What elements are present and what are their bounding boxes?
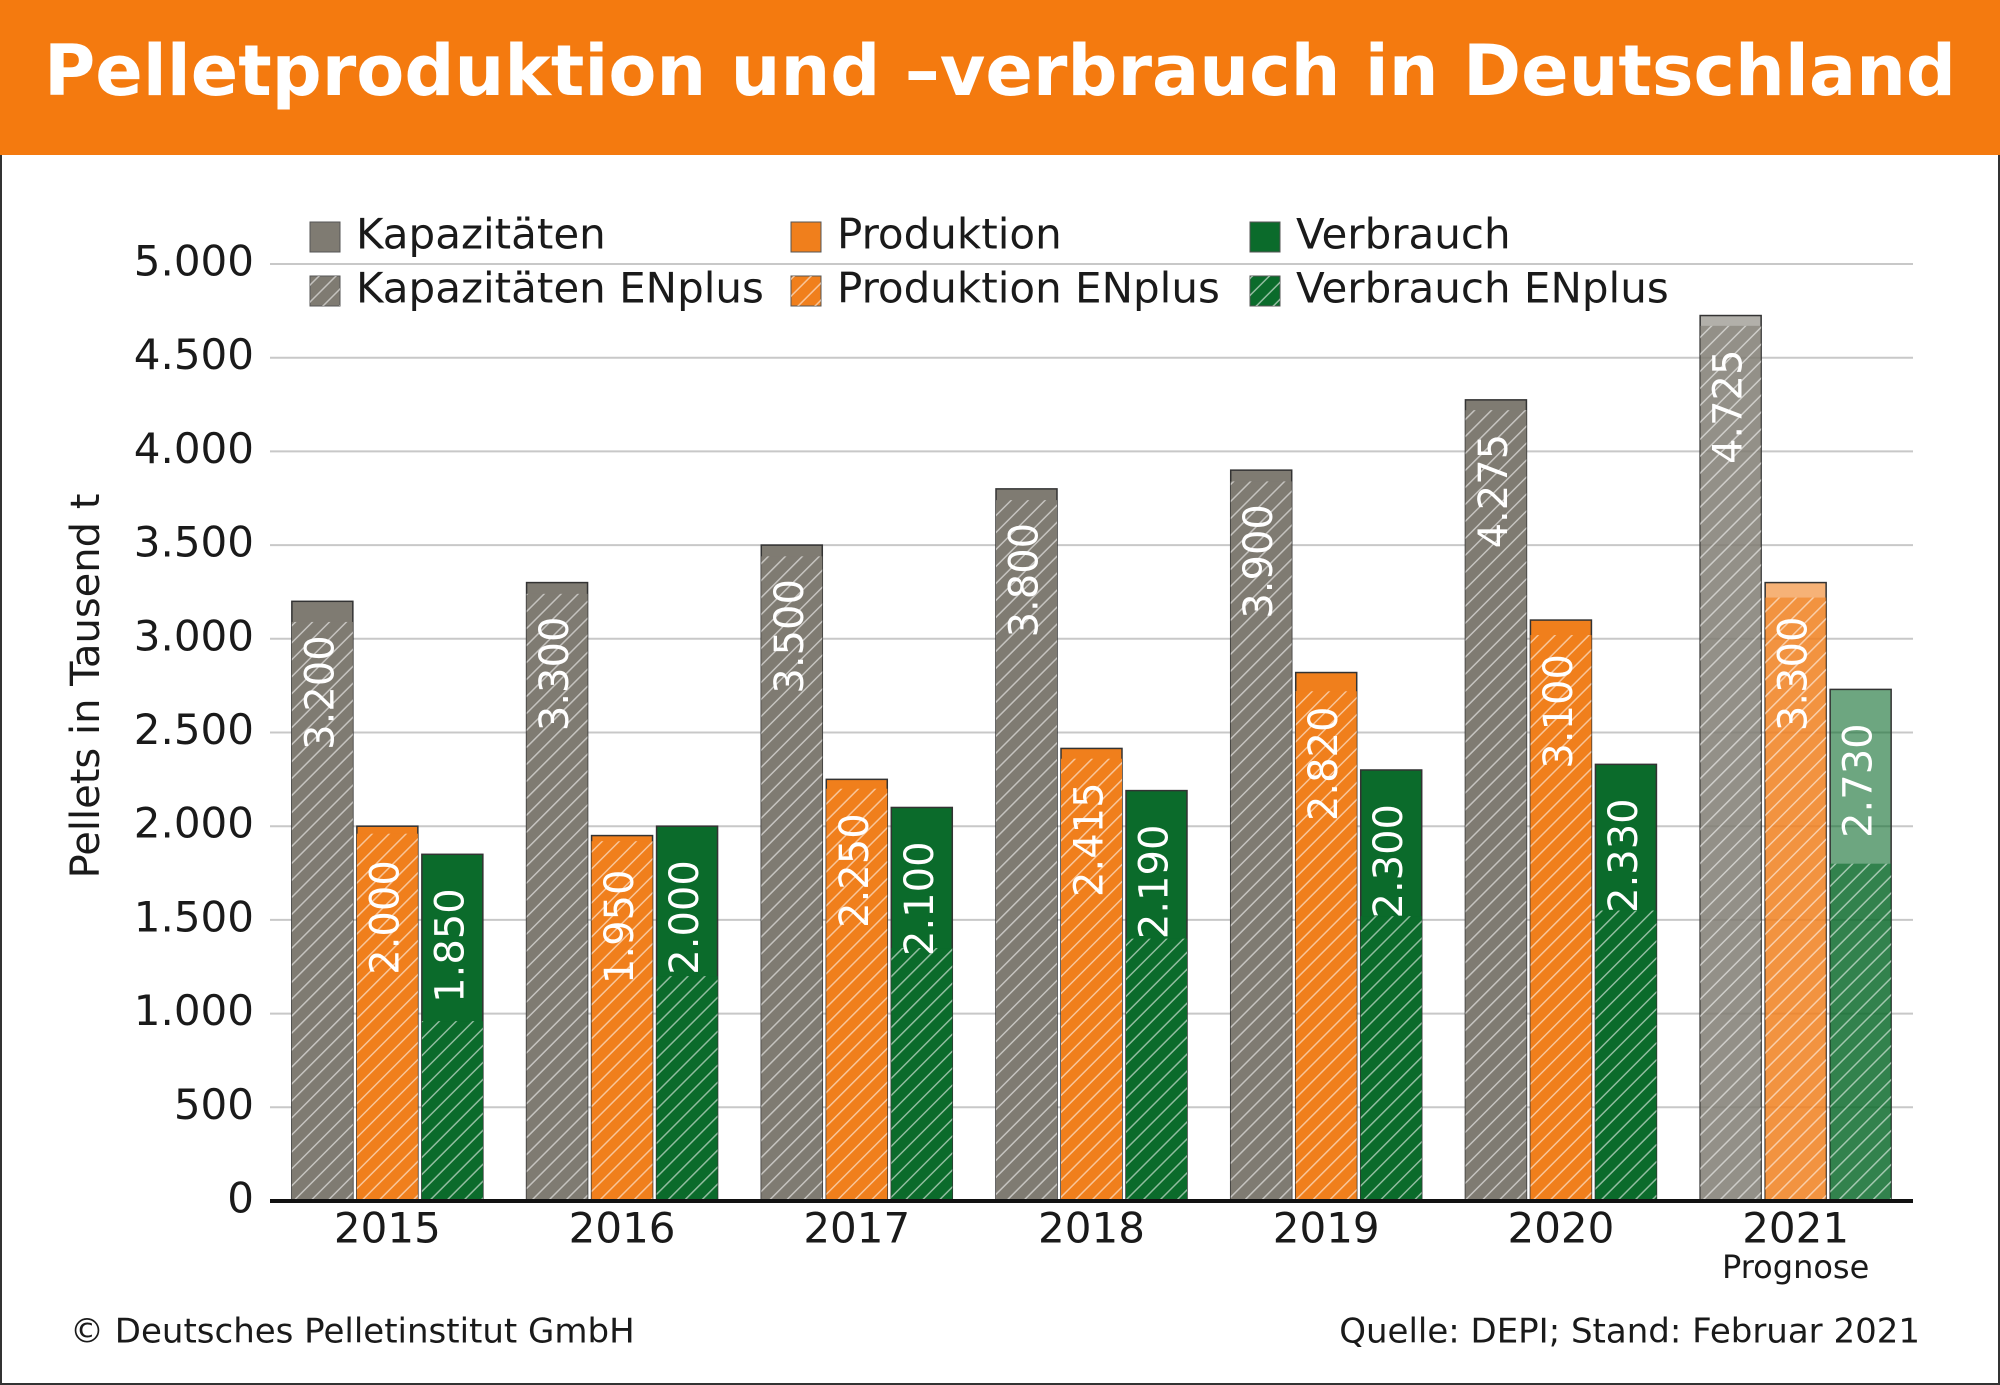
y-tick-label: 5.000: [134, 237, 254, 286]
value-label: 1.850: [427, 888, 473, 1003]
y-tick-label: 4.500: [134, 330, 254, 379]
legend-label: Verbrauch: [1296, 210, 1511, 259]
y-tick-label: 2.000: [134, 799, 254, 848]
bar-hatch: [1465, 410, 1527, 1201]
bar-hatch: [1765, 597, 1827, 1201]
bar-hatch: [996, 500, 1057, 1201]
bar-hatch: [1061, 758, 1122, 1201]
x-tick-label: 2021: [1742, 1204, 1849, 1253]
legend-label: Produktion ENplus: [837, 264, 1220, 313]
value-label: 2.000: [662, 860, 708, 975]
x-tick-label: 2019: [1273, 1204, 1380, 1253]
bar-hatch: [1230, 481, 1292, 1201]
legend-hatch: [1250, 276, 1280, 306]
legend-hatch: [791, 276, 821, 306]
legend-swatch: [309, 221, 341, 253]
bar-hatch: [1126, 938, 1187, 1201]
legend-label: Verbrauch ENplus: [1296, 264, 1669, 313]
value-label: 2.300: [1366, 804, 1412, 919]
bar-hatch: [1700, 325, 1762, 1201]
x-tick-label: 2020: [1507, 1204, 1614, 1253]
chart-title: Pelletproduktion und –verbrauch in Deuts…: [44, 30, 1956, 112]
header-band: [0, 0, 2000, 155]
bar-hatch: [1360, 916, 1422, 1201]
value-label: 2.730: [1836, 723, 1882, 838]
value-label: 3.300: [532, 617, 578, 732]
bar-hatch: [1595, 910, 1657, 1201]
x-tick-label: 2016: [569, 1204, 676, 1253]
value-label: 3.800: [1002, 523, 1048, 638]
y-tick-label: 3.000: [134, 611, 254, 660]
x-tick-note: Prognose: [1722, 1248, 1869, 1286]
bar-hatch: [891, 948, 953, 1201]
y-tick-label: 3.500: [134, 518, 254, 567]
legend-label: Kapazitäten ENplus: [356, 264, 764, 313]
bar-hatch: [656, 976, 718, 1201]
bar-hatch: [356, 833, 418, 1201]
y-axis-label: Pellets in Tausend t: [63, 494, 109, 879]
value-label: 2.330: [1601, 798, 1647, 913]
value-label: 4.275: [1471, 434, 1517, 549]
y-tick-label: 500: [174, 1080, 254, 1129]
footer-right: Quelle: DEPI; Stand: Februar 2021: [1339, 1312, 1920, 1352]
x-tick-label: 2018: [1038, 1204, 1145, 1253]
legend-swatch: [790, 221, 822, 253]
value-label: 3.900: [1236, 504, 1282, 619]
value-label: 2.100: [897, 841, 943, 956]
value-label: 1.950: [597, 870, 643, 985]
value-label: 3.500: [767, 579, 813, 694]
value-label: 2.000: [362, 860, 408, 975]
legend-label: Kapazitäten: [356, 210, 606, 259]
value-label: 2.820: [1301, 707, 1347, 822]
bar-hatch: [761, 556, 823, 1201]
value-label: 3.300: [1771, 617, 1817, 732]
legend-swatch: [1249, 221, 1281, 253]
bar-hatch: [591, 841, 653, 1201]
legend-label: Produktion: [837, 210, 1062, 259]
bar-hatch: [1830, 863, 1892, 1201]
x-tick-label: 2015: [334, 1204, 441, 1253]
value-label: 2.415: [1067, 782, 1113, 897]
footer-left: © Deutsches Pelletinstitut GmbH: [70, 1312, 635, 1352]
legend-hatch: [310, 276, 340, 306]
bar-hatch: [526, 593, 588, 1201]
y-tick-label: 0: [227, 1174, 254, 1223]
bar-hatch: [291, 621, 353, 1201]
value-label: 3.200: [297, 635, 343, 750]
bar-hatch: [1295, 691, 1357, 1201]
bar-hatch: [1530, 635, 1592, 1201]
y-tick-label: 2.500: [134, 705, 254, 754]
bar-hatch: [421, 1021, 483, 1201]
x-tick-label: 2017: [803, 1204, 910, 1253]
y-tick-label: 1.000: [134, 986, 254, 1035]
y-tick-label: 4.000: [134, 424, 254, 473]
bar-hatch: [826, 788, 888, 1201]
value-label: 2.250: [832, 813, 878, 928]
value-label: 3.100: [1536, 654, 1582, 769]
value-label: 2.190: [1132, 825, 1178, 940]
y-tick-label: 1.500: [134, 892, 254, 941]
value-label: 4.725: [1706, 350, 1752, 465]
